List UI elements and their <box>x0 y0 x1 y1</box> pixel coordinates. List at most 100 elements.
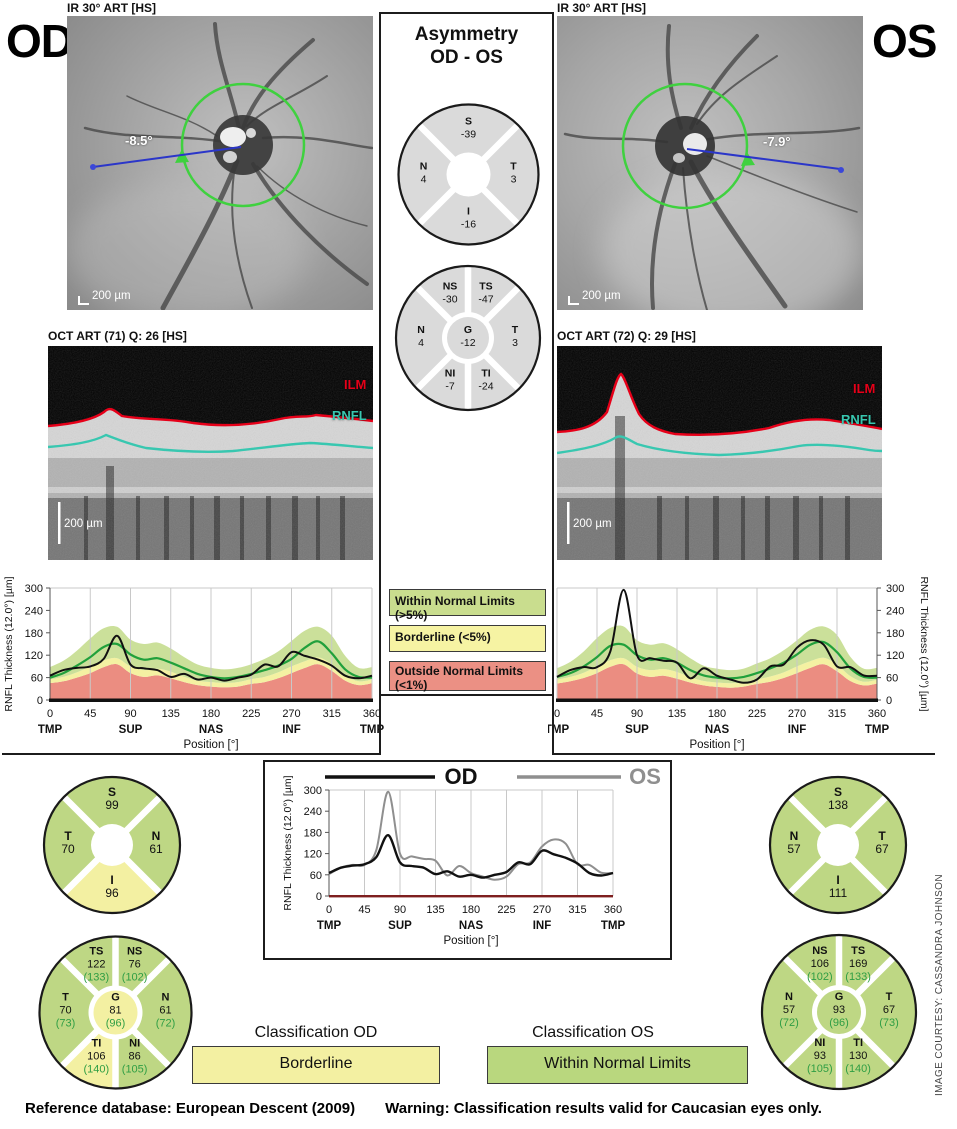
svg-text:Position [°]: Position [°] <box>183 739 238 751</box>
svg-text:225: 225 <box>497 904 515 916</box>
rnfl-overlay-chart: 0 60 120 180 240 300 0 45 90 135 180 225 270 315 360 TM… <box>282 764 661 947</box>
svg-text:270: 270 <box>533 904 551 916</box>
legend-borderline-label: Borderline (<5%) <box>395 630 491 644</box>
svg-text:130: 130 <box>849 1050 867 1062</box>
svg-text:67: 67 <box>875 842 889 856</box>
svg-text:111: 111 <box>829 886 848 900</box>
svg-text:67: 67 <box>883 1004 895 1016</box>
svg-text:70: 70 <box>59 1005 71 1017</box>
scan-start-marker <box>741 152 755 166</box>
svg-text:45: 45 <box>591 708 603 720</box>
svg-text:(140): (140) <box>845 1063 871 1075</box>
svg-text:SUP: SUP <box>625 724 649 736</box>
svg-text:-12: -12 <box>460 337 475 349</box>
svg-text:106: 106 <box>87 1051 105 1063</box>
svg-text:TS: TS <box>89 945 103 957</box>
svg-text:(102): (102) <box>807 971 833 983</box>
svg-text:225: 225 <box>748 708 766 720</box>
rnfl-segmentation-line <box>48 433 373 454</box>
classification-os-title: Classification OS <box>532 1024 654 1041</box>
legend-outside-normal: Outside Normal Limits (<1%) <box>389 661 546 692</box>
svg-text:TI: TI <box>91 1038 101 1050</box>
ir-caption-os: IR 30° ART [HS] <box>557 1 647 15</box>
svg-text:240: 240 <box>25 605 43 617</box>
retina-vessels <box>83 22 373 310</box>
svg-text:225: 225 <box>242 708 260 720</box>
os-sector-wheel: NS106(102)TS169(133)N57(72)T67(73)NI93(1… <box>760 933 918 1091</box>
svg-text:T: T <box>886 991 893 1003</box>
svg-text:(105): (105) <box>807 1063 833 1075</box>
svg-text:(133): (133) <box>84 971 110 983</box>
svg-text:N: N <box>152 829 161 843</box>
svg-text:120: 120 <box>25 650 43 662</box>
svg-text:T: T <box>512 324 519 336</box>
asymmetry-title: Asymmetry OD - OS <box>379 23 554 69</box>
svg-text:TI: TI <box>481 367 490 379</box>
panel-border-left-vert <box>379 694 381 755</box>
svg-text:NAS: NAS <box>705 724 730 736</box>
svg-text:G: G <box>835 991 844 1003</box>
svg-text:315: 315 <box>323 708 341 720</box>
svg-text:180: 180 <box>25 628 43 640</box>
svg-text:(96): (96) <box>829 1017 849 1029</box>
svg-text:180: 180 <box>462 904 480 916</box>
svg-text:INF: INF <box>282 724 301 736</box>
svg-text:NI: NI <box>814 1037 825 1049</box>
svg-text:93: 93 <box>814 1050 826 1062</box>
svg-text:60: 60 <box>886 673 898 685</box>
panel-border-right-bottom <box>552 753 935 755</box>
scale-bar <box>58 502 61 544</box>
svg-text:NI: NI <box>129 1038 140 1050</box>
svg-text:90: 90 <box>631 708 643 720</box>
svg-text:300: 300 <box>886 583 904 595</box>
svg-text:G: G <box>111 992 120 1004</box>
rnfl-profile-chart-os: 0 60 120 180 240 300 0 45 90 135 180 225 270 315 360 TM… <box>548 576 930 751</box>
svg-text:NAS: NAS <box>459 920 484 932</box>
svg-text:138: 138 <box>828 798 848 812</box>
svg-text:300: 300 <box>304 785 322 797</box>
svg-text:57: 57 <box>783 1004 795 1016</box>
fdt-angle-od: -8.5° <box>125 133 153 148</box>
svg-text:TMP: TMP <box>38 724 63 736</box>
svg-text:86: 86 <box>129 1051 141 1063</box>
svg-text:N: N <box>417 324 425 336</box>
svg-text:TMP: TMP <box>601 920 626 932</box>
classification-os-badge: Within Normal Limits <box>487 1046 748 1084</box>
reference-database-note: Reference database: European Descent (20… <box>25 1100 356 1117</box>
svg-text:0: 0 <box>316 891 322 903</box>
svg-text:45: 45 <box>84 708 96 720</box>
scan-circle <box>621 82 749 210</box>
fovea-disc-axis <box>686 148 841 170</box>
svg-text:I: I <box>467 206 470 218</box>
svg-text:S: S <box>465 116 472 128</box>
svg-text:S: S <box>834 785 842 799</box>
legend-within-normal-label: Within Normal Limits (>5%) <box>395 594 515 622</box>
scale-bar <box>567 502 570 544</box>
svg-text:(102): (102) <box>122 971 148 983</box>
svg-text:OD: OD <box>445 764 478 789</box>
legend-within-normal: Within Normal Limits (>5%) <box>389 589 546 622</box>
svg-text:61: 61 <box>159 1005 171 1017</box>
svg-text:0: 0 <box>326 904 332 916</box>
svg-text:S: S <box>108 785 116 799</box>
fundus-scale-od: 200 µm <box>92 290 131 302</box>
svg-text:360: 360 <box>604 904 622 916</box>
svg-text:-7: -7 <box>445 380 454 392</box>
svg-text:T: T <box>510 161 517 173</box>
svg-text:TS: TS <box>851 945 865 957</box>
ilm-segmentation-line <box>48 407 373 428</box>
svg-text:315: 315 <box>828 708 846 720</box>
warning-note: Warning: Classification results valid fo… <box>385 1100 822 1117</box>
svg-text:NI: NI <box>445 367 456 379</box>
oct-caption-od: OCT ART (71) Q: 26 [HS] <box>48 329 187 343</box>
svg-text:N: N <box>420 161 428 173</box>
fundus-scale-os: 200 µm <box>582 290 621 302</box>
scale-mark <box>568 296 579 305</box>
rnfl-label-od: RNFL <box>332 408 367 423</box>
panel-border-right-vert <box>552 694 554 755</box>
od-quadrant-wheel: S99 T70 N61 I96 <box>42 775 182 915</box>
svg-text:RNFL Thickness (12.0°) [µm]: RNFL Thickness (12.0°) [µm] <box>282 775 294 910</box>
overlay-chart-panel <box>263 760 672 960</box>
svg-text:120: 120 <box>304 849 322 861</box>
